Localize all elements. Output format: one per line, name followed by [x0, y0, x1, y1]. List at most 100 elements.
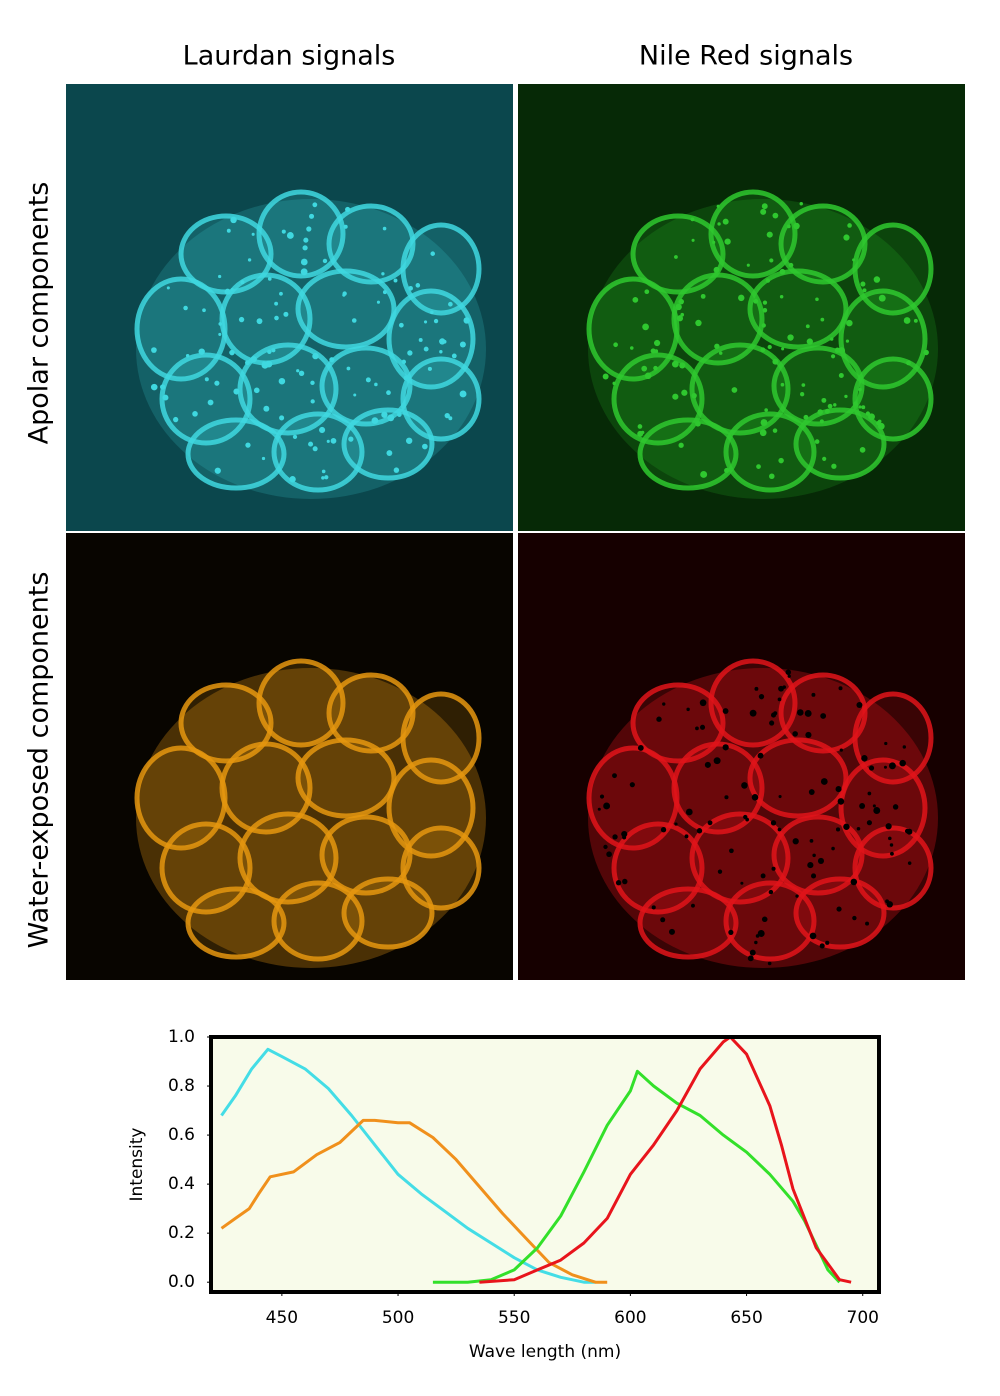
granule	[825, 940, 830, 945]
granule	[809, 932, 817, 940]
granule	[459, 390, 467, 398]
cell	[326, 672, 416, 754]
granule	[772, 428, 778, 433]
micrograph	[66, 533, 513, 980]
granule	[805, 324, 810, 329]
granule	[768, 889, 774, 895]
granule	[817, 409, 824, 415]
granule	[858, 387, 862, 392]
cell	[400, 825, 482, 911]
x-axis-label: Wave length (nm)	[469, 1342, 621, 1362]
granule	[660, 827, 667, 833]
granule	[817, 857, 825, 864]
granule	[629, 782, 635, 788]
granule	[397, 412, 402, 417]
granule	[786, 224, 791, 229]
granule	[819, 419, 824, 424]
granule	[803, 414, 809, 420]
granule	[423, 320, 428, 324]
granule	[722, 218, 729, 225]
granule	[699, 699, 707, 707]
granule	[678, 442, 684, 448]
cell	[747, 737, 849, 819]
granule	[622, 878, 628, 885]
granule	[872, 804, 876, 808]
granule	[797, 709, 804, 716]
column-title: Laurdan signals	[183, 41, 396, 72]
granule	[787, 334, 794, 341]
granule	[651, 905, 656, 910]
granule	[771, 712, 777, 718]
granule	[629, 346, 634, 350]
granule	[218, 322, 223, 326]
granule	[676, 315, 684, 322]
granule	[306, 226, 312, 232]
spectrum-line	[220, 1118, 608, 1284]
granule	[830, 354, 836, 359]
row-label: Water-exposed components	[24, 572, 55, 949]
granule	[820, 713, 827, 719]
granule	[760, 347, 766, 353]
granule	[278, 377, 286, 385]
granule	[418, 337, 423, 342]
granule	[749, 949, 756, 956]
cell	[689, 342, 791, 436]
granule	[717, 869, 723, 874]
granule	[612, 834, 618, 840]
cell	[271, 880, 365, 962]
spectrum-line	[479, 1035, 852, 1284]
granule	[704, 761, 711, 768]
granule	[801, 383, 806, 387]
granule	[642, 323, 649, 331]
cell	[326, 203, 416, 285]
granule	[422, 443, 428, 450]
granule	[382, 226, 387, 231]
granule	[650, 348, 656, 354]
granule	[873, 276, 881, 283]
cell	[793, 407, 887, 481]
granule	[253, 387, 260, 394]
granule	[886, 901, 893, 908]
granule	[451, 353, 457, 359]
granule	[274, 315, 279, 321]
granule	[821, 397, 827, 403]
granule	[749, 709, 757, 717]
granule	[674, 822, 678, 826]
granule	[671, 360, 679, 368]
granule	[760, 419, 768, 426]
plot-background	[211, 1037, 879, 1292]
granule	[459, 341, 466, 348]
granule	[771, 866, 776, 871]
granule	[162, 394, 169, 401]
granule	[811, 692, 816, 697]
granule	[386, 390, 391, 396]
granule	[835, 827, 841, 832]
granule	[824, 408, 830, 414]
granule	[597, 807, 601, 811]
granule	[183, 305, 188, 311]
granule	[760, 208, 767, 215]
granule	[890, 851, 894, 856]
granule	[902, 745, 906, 749]
cell	[778, 672, 868, 754]
y-tick-label: 0.6	[168, 1125, 195, 1145]
granule	[805, 731, 812, 739]
granule	[230, 287, 234, 292]
granule	[298, 370, 305, 376]
granule	[712, 240, 716, 244]
granule	[345, 206, 351, 213]
granule	[772, 212, 779, 219]
granule	[160, 384, 166, 390]
granule	[845, 339, 850, 343]
granule	[398, 322, 404, 328]
granule	[230, 216, 237, 224]
granule	[903, 317, 911, 324]
granule	[838, 686, 843, 691]
cell	[341, 407, 435, 481]
cell	[271, 411, 365, 493]
granule	[787, 674, 791, 678]
column-title: Nile Red signals	[639, 41, 853, 72]
granule	[820, 317, 825, 322]
granule	[865, 921, 870, 926]
